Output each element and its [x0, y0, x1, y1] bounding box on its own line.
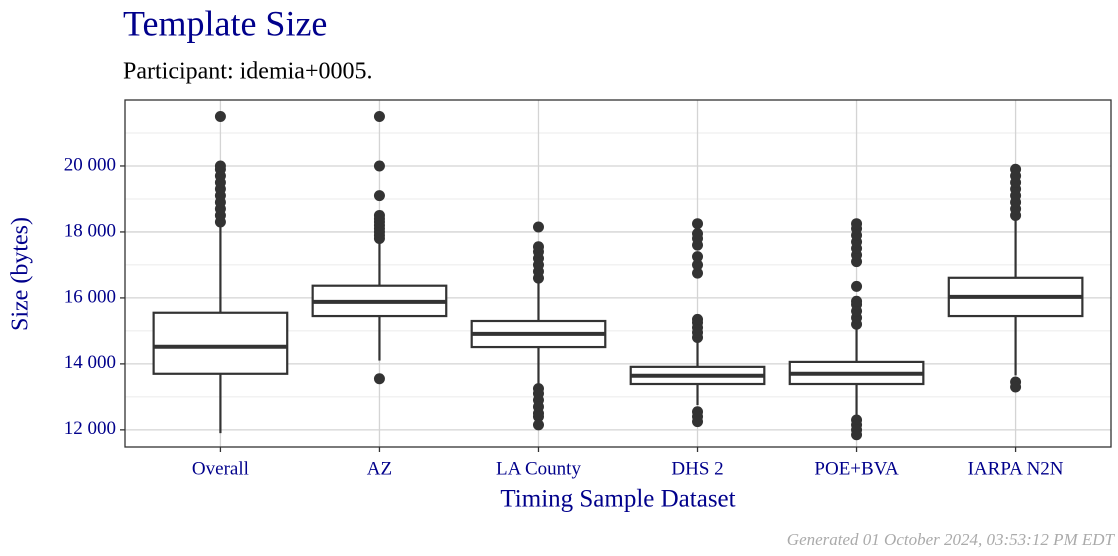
x-axis-title: Timing Sample Dataset	[500, 486, 735, 513]
plot-border	[124, 99, 1112, 448]
chart-title: Template Size	[123, 3, 327, 43]
outlier	[692, 218, 704, 230]
x-tick-label: LA County	[496, 458, 581, 479]
outlier	[373, 160, 385, 172]
outlier	[692, 228, 704, 240]
outlier	[214, 110, 226, 122]
outlier	[532, 241, 544, 253]
x-tick-label: POE+BVA	[814, 458, 899, 479]
outlier	[532, 221, 544, 233]
outlier	[692, 416, 704, 428]
x-tick-label: Overall	[192, 458, 249, 479]
box	[152, 311, 289, 375]
outlier	[692, 259, 704, 271]
x-tick-label: DHS 2	[671, 458, 723, 479]
chart-subtitle: Participant: idemia+0005.	[123, 59, 372, 85]
outlier	[1010, 163, 1022, 175]
y-tick-label: 16 000	[64, 286, 116, 307]
footer: Generated 01 October 2024, 03:53:12 PM E…	[787, 530, 1116, 549]
outlier	[692, 267, 704, 279]
y-axis-title: Size (bytes)	[8, 217, 34, 331]
outlier	[692, 313, 704, 325]
outlier	[851, 280, 863, 292]
outlier	[851, 295, 863, 307]
y-tick-label: 20 000	[64, 154, 116, 175]
outlier	[373, 209, 385, 221]
outlier	[692, 251, 704, 263]
outlier	[373, 110, 385, 122]
outlier	[851, 218, 863, 230]
outlier	[532, 419, 544, 431]
y-tick-label: 12 000	[64, 418, 116, 439]
outlier	[1010, 381, 1022, 393]
x-tick-label: AZ	[367, 458, 392, 479]
y-tick-label: 14 000	[64, 352, 116, 373]
x-tick-label: IARPA N2N	[968, 458, 1064, 479]
outlier	[532, 411, 544, 423]
outlier	[851, 429, 863, 441]
outlier	[373, 190, 385, 202]
y-tick-label: 18 000	[64, 220, 116, 241]
outlier	[373, 373, 385, 385]
outlier	[214, 160, 226, 172]
